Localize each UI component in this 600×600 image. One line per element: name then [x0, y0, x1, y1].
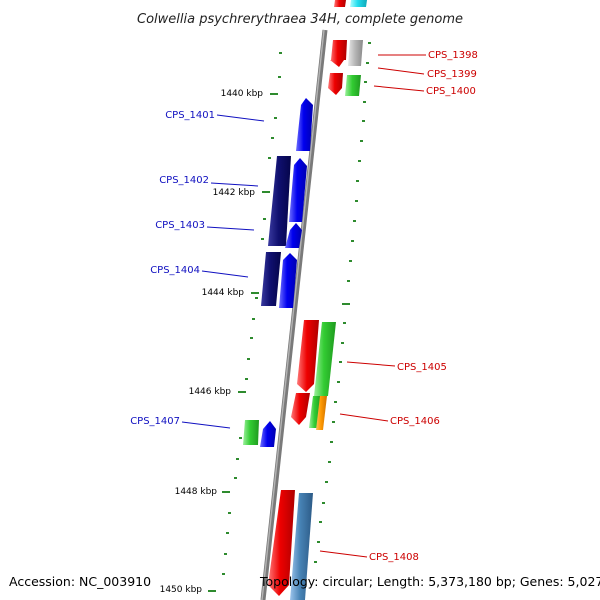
- accession-text: Accession: NC_003910: [9, 574, 151, 589]
- label-cps-1407[interactable]: CPS_1407: [130, 416, 180, 427]
- gene-cps-1400-red[interactable]: [328, 73, 343, 95]
- kbp-ticks: [208, 93, 278, 592]
- label-cps-1402[interactable]: CPS_1402: [159, 175, 209, 186]
- kbp-label-1442: 1442 kbp: [213, 188, 256, 198]
- gene-cps-1402[interactable]: [289, 158, 307, 222]
- gene-cps-1401[interactable]: [296, 98, 313, 151]
- gene-cps-1406-orange[interactable]: [316, 396, 327, 430]
- gene-cps-1402-dark[interactable]: [268, 156, 291, 246]
- label-cps-1408[interactable]: CPS_1408: [369, 552, 419, 563]
- label-cps-1405[interactable]: CPS_1405: [397, 362, 447, 373]
- kbp-label-1440: 1440 kbp: [221, 89, 264, 99]
- gene-cps-1408[interactable]: [290, 493, 313, 600]
- genome-backbone: [260, 29, 328, 600]
- gene-cps-1405-red[interactable]: [297, 320, 319, 392]
- inner-tick-marks: [222, 52, 282, 575]
- gene-partial-cyan: [350, 0, 367, 7]
- label-leaders-left: [181, 114, 265, 429]
- gene-cps-1398[interactable]: [330, 40, 347, 67]
- gene-cps-1404-dark[interactable]: [261, 252, 281, 306]
- gene-cps-1405[interactable]: [314, 322, 336, 396]
- map-title: Colwellia psychrerythraea 34H, complete …: [137, 12, 463, 27]
- label-cps-1399[interactable]: CPS_1399: [427, 69, 477, 80]
- outer-tick-marks: [314, 42, 371, 563]
- label-cps-1406[interactable]: CPS_1406: [390, 416, 440, 427]
- label-leaders-right: [319, 54, 426, 558]
- gene-partial-red: [334, 0, 346, 7]
- gene-cps-1404[interactable]: [279, 253, 297, 308]
- gene-cps-1399[interactable]: [348, 40, 363, 66]
- topology-text: Topology: circular; Length: 5,373,180 bp…: [259, 574, 600, 589]
- gene-cps-1406-red[interactable]: [291, 393, 310, 425]
- label-cps-1400[interactable]: CPS_1400: [426, 86, 476, 97]
- gene-cps-1408-red[interactable]: [268, 490, 295, 596]
- gene-cps-1407[interactable]: [243, 420, 259, 445]
- label-cps-1401[interactable]: CPS_1401: [165, 110, 215, 121]
- label-cps-1403[interactable]: CPS_1403: [155, 220, 205, 231]
- gene-cps-1407-blue[interactable]: [260, 421, 276, 447]
- kbp-label-1448: 1448 kbp: [175, 487, 218, 497]
- label-cps-1398[interactable]: CPS_1398: [428, 50, 478, 61]
- kbp-label-1444: 1444 kbp: [202, 288, 245, 298]
- kbp-label-1446: 1446 kbp: [189, 387, 232, 397]
- gene-cps-1400[interactable]: [345, 75, 361, 96]
- gene-cps-1403[interactable]: [285, 223, 302, 248]
- label-cps-1404[interactable]: CPS_1404: [150, 265, 200, 276]
- kbp-label-1450: 1450 kbp: [160, 585, 203, 595]
